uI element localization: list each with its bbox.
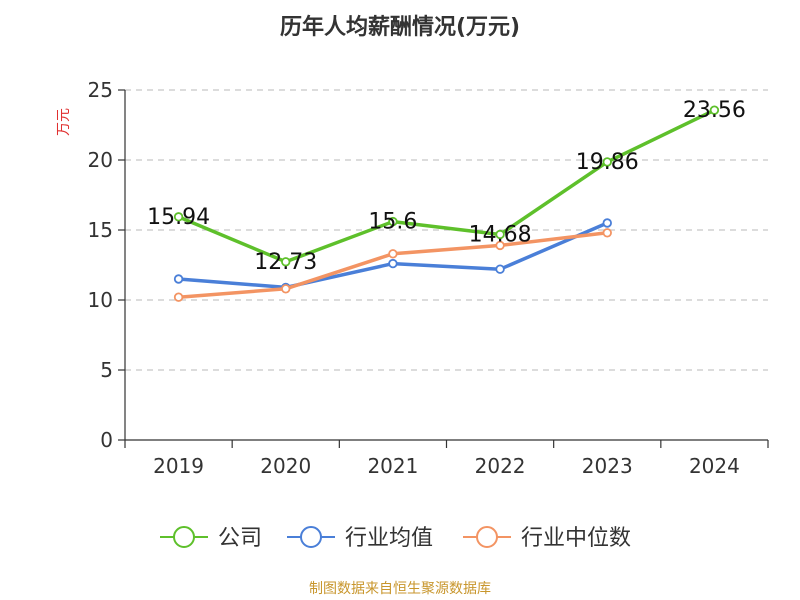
data-label: 12.73 bbox=[254, 250, 317, 275]
x-tick-label: 2021 bbox=[367, 454, 418, 478]
data-label: 14.68 bbox=[469, 222, 532, 247]
y-tick-label: 10 bbox=[88, 288, 113, 312]
source-note: 制图数据来自恒生聚源数据库 bbox=[309, 581, 491, 597]
y-tick-label: 5 bbox=[100, 358, 113, 382]
data-labels: 15.94 12.73 15.6 14.68 19.86 23.56 bbox=[147, 98, 746, 275]
data-point[interactable] bbox=[709, 105, 720, 115]
legend-swatch-marker bbox=[300, 526, 322, 548]
data-point[interactable] bbox=[173, 274, 184, 284]
data-point[interactable] bbox=[388, 258, 398, 269]
axes: 0 5 10 15 20 25 2019 2020 2021 2022 2023 2024 bbox=[88, 78, 769, 478]
series-line bbox=[176, 108, 717, 264]
data-label: 15.6 bbox=[368, 210, 417, 235]
legend-label: 行业中位数 bbox=[521, 526, 631, 551]
legend-item-0[interactable]: 公司 bbox=[160, 526, 262, 551]
x-tick-label: 2020 bbox=[260, 454, 311, 478]
y-tick-label: 0 bbox=[100, 428, 113, 452]
data-label: 15.94 bbox=[147, 205, 210, 230]
x-tick-label: 2019 bbox=[153, 454, 204, 478]
series-layer bbox=[173, 105, 720, 302]
data-point[interactable] bbox=[173, 292, 184, 302]
data-point[interactable] bbox=[602, 157, 612, 167]
data-label: 23.56 bbox=[683, 98, 746, 123]
series-0 bbox=[173, 105, 720, 267]
data-point[interactable] bbox=[602, 218, 612, 228]
legend-item-2[interactable]: 行业中位数 bbox=[463, 526, 631, 551]
data-label: 19.86 bbox=[576, 150, 639, 175]
data-point[interactable] bbox=[495, 264, 505, 274]
data-point[interactable] bbox=[388, 249, 398, 259]
data-point[interactable] bbox=[281, 284, 291, 294]
x-tick-label: 2023 bbox=[582, 454, 633, 478]
y-tick-label: 20 bbox=[88, 148, 113, 172]
legend-label: 公司 bbox=[218, 526, 262, 551]
legend-label: 行业均值 bbox=[345, 526, 433, 551]
y-axis-label: 万元 bbox=[56, 108, 72, 136]
data-point[interactable] bbox=[388, 216, 398, 227]
data-point[interactable] bbox=[173, 212, 184, 222]
x-tick-label: 2022 bbox=[475, 454, 526, 478]
grid-lines bbox=[125, 89, 768, 371]
series-2 bbox=[173, 228, 612, 302]
legend-swatch-marker bbox=[173, 526, 195, 548]
legend-item-1[interactable]: 行业均值 bbox=[287, 526, 433, 551]
data-point[interactable] bbox=[281, 257, 291, 267]
y-tick-label: 15 bbox=[88, 218, 113, 242]
legend: 公司 行业均值 行业中位数 bbox=[160, 526, 631, 551]
chart-title: 历年人均薪酬情况(万元) bbox=[280, 14, 520, 40]
data-point[interactable] bbox=[495, 240, 505, 251]
legend-swatch-marker bbox=[476, 526, 498, 548]
y-tick-label: 25 bbox=[88, 78, 113, 102]
x-tick-label: 2024 bbox=[689, 454, 740, 478]
data-point[interactable] bbox=[602, 228, 612, 238]
data-point[interactable] bbox=[495, 229, 505, 240]
